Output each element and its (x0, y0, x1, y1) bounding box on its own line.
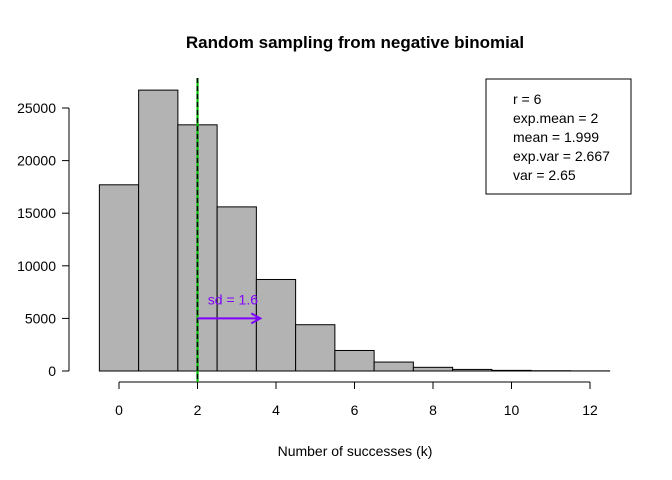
y-tick-label: 15000 (17, 205, 56, 221)
x-tick-label: 4 (272, 402, 280, 418)
sd-arrow-group: sd = 1.6 (197, 291, 263, 325)
x-tick-label: 8 (429, 402, 437, 418)
y-axis: 0 5000 10000 15000 20000 25000 (17, 100, 70, 379)
histogram-bar (452, 368, 493, 372)
chart-title: Random sampling from negative binomial (186, 33, 524, 52)
sd-arrow-head (250, 312, 263, 325)
legend: r = 6 exp.mean = 2 mean = 1.999 exp.var = 2… (485, 78, 632, 195)
legend-box (485, 78, 632, 195)
x-axis-label: Number of successes (k) (278, 443, 433, 459)
x-tick-label: 2 (194, 402, 202, 418)
legend-entry: r = 6 (513, 91, 542, 107)
legend-entry: exp.var = 2.667 (513, 148, 610, 164)
y-tick-label: 25000 (17, 100, 56, 116)
y-tick-label: 10000 (17, 258, 56, 274)
y-tick-label: 5000 (25, 310, 56, 326)
y-tick-label: 0 (48, 363, 56, 379)
histogram-bar (255, 278, 297, 372)
histogram-bar (491, 369, 532, 372)
histogram-bar (412, 366, 454, 372)
y-tick-label: 20000 (17, 153, 56, 169)
legend-entry: mean = 1.999 (513, 129, 599, 145)
x-tick-label: 6 (351, 402, 359, 418)
histogram-bar (138, 89, 179, 372)
legend-entry: var = 2.65 (513, 167, 576, 183)
histogram-bar (373, 361, 414, 372)
histogram-bar (216, 206, 257, 372)
x-tick-label: 12 (582, 402, 598, 418)
legend-entry: exp.mean = 2 (513, 110, 598, 126)
x-tick-label: 0 (115, 402, 123, 418)
histogram-bar (295, 324, 336, 372)
sd-label: sd = 1.6 (208, 291, 258, 307)
x-tick-label: 10 (504, 402, 520, 418)
histogram-bar (98, 184, 140, 372)
histogram-bar (334, 349, 375, 372)
x-axis: 0 2 4 6 8 10 12 (115, 381, 598, 418)
